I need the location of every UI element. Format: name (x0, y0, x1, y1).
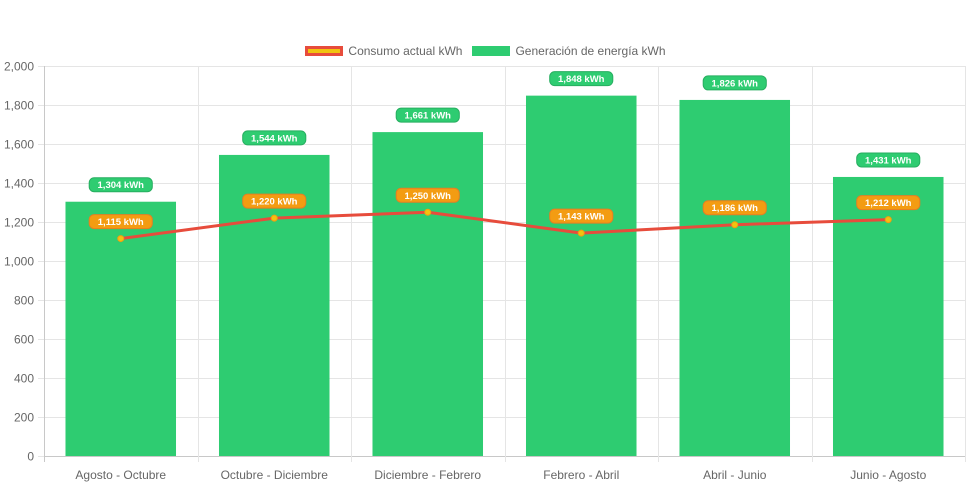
y-tick-label: 1,400 (4, 177, 34, 191)
data-label-consumo: 1,212 kWh (865, 198, 912, 209)
data-label-generacion-bg (856, 152, 921, 168)
y-tick-label: 1,200 (4, 216, 34, 230)
data-label-generacion-bg (702, 75, 767, 91)
legend-label-generacion: Generación de energía kWh (515, 44, 666, 58)
point-consumo[interactable] (424, 208, 432, 216)
legend-item-generacion[interactable]: Generación de energía kWh (472, 44, 666, 58)
data-label-consumo: 1,115 kWh (98, 217, 144, 228)
bar-generacion[interactable] (65, 201, 177, 456)
legend: Consumo actual kWh Generación de energía… (0, 42, 971, 60)
bar-generacion[interactable] (525, 95, 637, 456)
legend-swatch-consumo (305, 46, 344, 56)
legend-swatch-generacion (472, 46, 511, 56)
point-consumo[interactable] (577, 229, 585, 237)
data-label-generacion: 1,304 kWh (98, 180, 145, 191)
y-tick-label: 1,000 (4, 255, 34, 269)
y-tick-label: 400 (14, 372, 34, 386)
x-tick-label: Abril - Junio (703, 468, 767, 482)
data-label-consumo: 1,143 kWh (558, 212, 605, 223)
x-tick-label: Agosto - Octubre (75, 468, 166, 482)
data-label-consumo-bg (702, 200, 767, 216)
data-label-consumo-bg (395, 187, 460, 203)
bar-generacion[interactable] (679, 99, 791, 457)
y-tick-label: 1,800 (4, 99, 34, 113)
y-tick-label: 1,600 (4, 138, 34, 152)
point-consumo[interactable] (884, 216, 892, 224)
x-tick-label: Diciembre - Febrero (374, 468, 481, 482)
data-label-consumo: 1,250 kWh (405, 191, 452, 202)
y-tick-label: 800 (14, 294, 34, 308)
x-tick-label: Febrero - Abril (543, 468, 619, 482)
data-label-consumo-bg (856, 195, 921, 211)
data-label-consumo: 1,186 kWh (712, 203, 759, 214)
data-label-consumo-bg (242, 193, 307, 209)
y-tick-label: 0 (27, 450, 34, 464)
point-consumo[interactable] (117, 235, 125, 243)
data-label-generacion: 1,431 kWh (865, 155, 912, 166)
x-tick-label: Junio - Agosto (850, 468, 926, 482)
point-consumo[interactable] (731, 221, 739, 229)
y-tick-label: 200 (14, 411, 34, 425)
y-tick-label: 600 (14, 333, 34, 347)
data-label-generacion-bg (242, 130, 307, 146)
data-label-generacion: 1,826 kWh (712, 78, 759, 89)
y-tick-label: 2,000 (4, 60, 34, 74)
data-label-generacion-bg (549, 71, 614, 87)
point-consumo[interactable] (270, 214, 278, 222)
data-label-generacion-bg (88, 177, 153, 193)
data-label-generacion-bg (395, 107, 460, 123)
legend-item-consumo[interactable]: Consumo actual kWh (305, 44, 462, 58)
data-label-generacion: 1,848 kWh (558, 74, 605, 85)
data-label-generacion: 1,661 kWh (405, 111, 452, 122)
data-label-consumo: 1,220 kWh (251, 197, 298, 208)
bar-generacion[interactable] (372, 132, 484, 457)
data-label-consumo-bg (549, 208, 614, 224)
data-label-generacion: 1,544 kWh (251, 133, 298, 144)
x-tick-label: Octubre - Diciembre (221, 468, 329, 482)
line-consumo[interactable] (120, 210, 889, 241)
bar-generacion[interactable] (832, 176, 944, 456)
data-label-consumo-bg (88, 214, 153, 230)
legend-label-consumo: Consumo actual kWh (348, 44, 463, 58)
